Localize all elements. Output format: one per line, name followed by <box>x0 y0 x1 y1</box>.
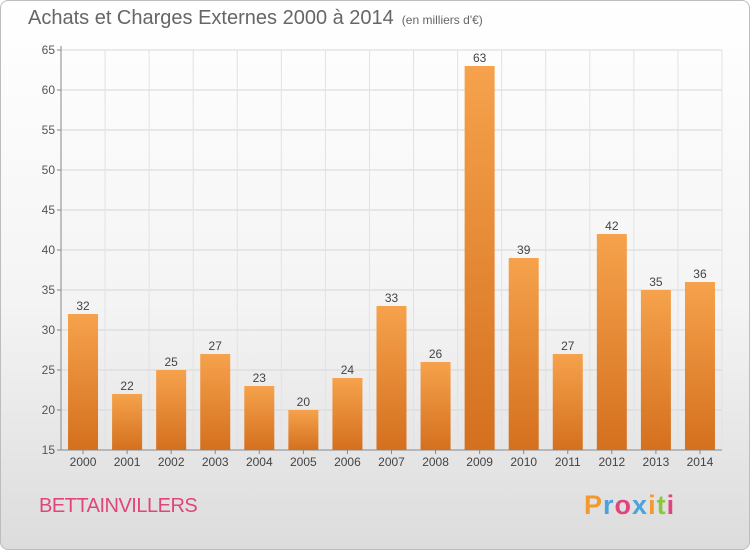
town-name: BETTAINVILLERS <box>39 495 198 517</box>
logo-letter: o <box>614 490 633 520</box>
x-tick-label: 2004 <box>246 455 273 469</box>
bar <box>640 290 671 450</box>
y-tick-label: 50 <box>42 163 56 177</box>
value-label: 27 <box>561 339 575 353</box>
value-label: 22 <box>120 379 134 393</box>
x-tick-label: 2009 <box>466 455 493 469</box>
labels: 15 20 25 30 35 40 45 50 55 60 65 32 2000 22 2001 25 2002… <box>42 43 714 469</box>
value-label: 20 <box>297 395 311 409</box>
bar <box>508 258 539 450</box>
x-tick-label: 2002 <box>158 455 185 469</box>
x-tick-label: 2007 <box>378 455 405 469</box>
x-tick-label: 2000 <box>70 455 97 469</box>
y-tick-label: 20 <box>42 403 56 417</box>
value-label: 27 <box>209 339 223 353</box>
proxiti-logo: Proxiti <box>584 490 675 521</box>
chart-title: Achats et Charges Externes 2000 à 2014 (e… <box>28 7 483 30</box>
x-tick-label: 2005 <box>290 455 317 469</box>
y-tick-label: 60 <box>42 83 56 97</box>
value-label: 39 <box>517 243 531 257</box>
x-tick-label: 2010 <box>510 455 537 469</box>
x-tick-label: 2003 <box>202 455 229 469</box>
bar <box>376 306 407 450</box>
value-label: 42 <box>605 219 619 233</box>
y-tick-label: 65 <box>42 43 56 57</box>
y-tick-label: 35 <box>42 283 56 297</box>
logo-letter: x <box>632 490 649 520</box>
y-tick-label: 25 <box>42 363 56 377</box>
logo-letter: i <box>666 490 676 520</box>
bar <box>332 378 363 450</box>
bar <box>596 234 627 450</box>
x-tick-label: 2008 <box>422 455 449 469</box>
bars <box>68 66 715 450</box>
value-label: 36 <box>693 267 707 281</box>
value-label: 24 <box>341 363 355 377</box>
bar <box>420 362 451 450</box>
title-text: Achats et Charges Externes 2000 à 2014 <box>28 7 394 29</box>
bar <box>68 314 99 450</box>
logo-letter: P <box>584 490 604 520</box>
x-tick-label: 2011 <box>555 455 581 469</box>
value-label: 26 <box>429 347 443 361</box>
x-tick-label: 2001 <box>114 455 141 469</box>
value-label: 32 <box>76 299 90 313</box>
value-label: 35 <box>649 275 663 289</box>
bar <box>288 410 319 450</box>
y-tick-label: 15 <box>42 443 56 457</box>
x-tick-label: 2013 <box>643 455 670 469</box>
logo-letter: r <box>603 490 615 520</box>
bar <box>200 354 231 450</box>
y-tick-label: 40 <box>42 243 56 257</box>
value-label: 63 <box>473 51 487 65</box>
logo-letter: t <box>656 490 667 520</box>
chart-subtitle: (en milliers d'€) <box>401 13 483 27</box>
bar <box>552 354 583 450</box>
value-label: 33 <box>385 291 399 305</box>
bar <box>684 282 715 450</box>
bar <box>156 370 187 450</box>
x-tick-label: 2012 <box>598 455 625 469</box>
y-tick-label: 55 <box>42 123 56 137</box>
x-tick-label: 2014 <box>687 455 714 469</box>
logo-letter: i <box>648 490 657 520</box>
bar <box>464 66 495 450</box>
bar <box>244 386 275 450</box>
x-tick-label: 2006 <box>334 455 361 469</box>
y-tick-label: 45 <box>42 203 56 217</box>
value-label: 23 <box>253 371 267 385</box>
y-tick-label: 30 <box>42 323 56 337</box>
value-label: 25 <box>164 355 178 369</box>
bar <box>112 394 143 450</box>
